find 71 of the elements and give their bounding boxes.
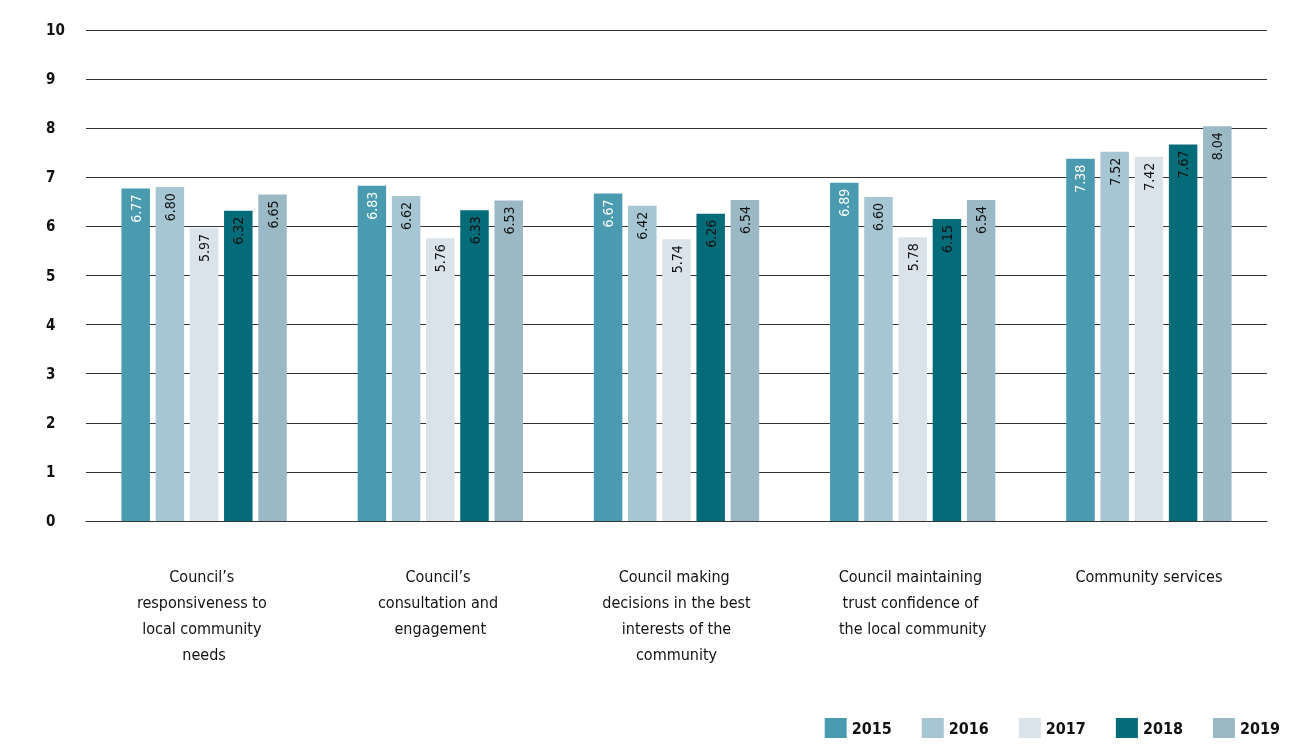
- y-tick-label: 0: [46, 512, 56, 530]
- data-label: 6.33: [466, 216, 483, 245]
- legend-label: 2015: [851, 718, 892, 738]
- bar: [1134, 156, 1164, 521]
- data-label: 6.65: [264, 200, 281, 229]
- data-label: 6.67: [600, 199, 617, 228]
- bar: [391, 195, 421, 521]
- y-tick-label: 3: [46, 364, 56, 383]
- bar: [494, 200, 523, 521]
- data-label: 7.42: [1140, 162, 1157, 191]
- data-label: 7.52: [1106, 157, 1123, 186]
- bar: [155, 187, 185, 521]
- x-tick-label: Community services: [1075, 566, 1223, 586]
- data-label: 6.62: [398, 201, 415, 230]
- bar: [1168, 144, 1198, 521]
- data-label: 6.80: [161, 193, 178, 222]
- data-label: 6.77: [127, 194, 144, 223]
- bar: [898, 237, 927, 521]
- bar: [593, 193, 623, 521]
- data-label: 6.53: [500, 206, 517, 235]
- legend-label: 2016: [948, 718, 989, 738]
- bar: [966, 199, 996, 521]
- y-tick-label: 9: [46, 70, 56, 89]
- y-tick-label: 7: [46, 168, 56, 187]
- data-label: 6.89: [836, 188, 853, 217]
- bar: [932, 219, 962, 521]
- x-tick-label: Council maintaining trust confidence of the local community: [838, 566, 987, 638]
- bar: [426, 238, 455, 521]
- x-tick-label: Council’s consultation and engagement: [377, 566, 503, 638]
- bar: [224, 210, 253, 521]
- y-tick-label: 4: [46, 315, 56, 334]
- bar: [730, 199, 760, 521]
- data-label: 8.04: [1209, 132, 1226, 161]
- data-label: 6.42: [634, 211, 651, 240]
- data-label: 6.54: [736, 205, 753, 234]
- y-tick-label: 5: [46, 266, 56, 285]
- bar: [460, 210, 489, 521]
- data-label: 6.54: [973, 205, 990, 234]
- data-label: 6.32: [230, 216, 247, 245]
- y-tick-label: 8: [46, 119, 56, 138]
- bar: [1100, 151, 1129, 521]
- data-label: 7.67: [1175, 150, 1192, 179]
- bar: [628, 205, 657, 521]
- legend-label: 2018: [1142, 718, 1183, 738]
- x-tick-label: Council’s responsiveness to local community needs: [136, 566, 272, 664]
- data-label: 5.97: [196, 233, 213, 262]
- data-label: 5.78: [904, 243, 921, 272]
- bar: [830, 182, 859, 521]
- bar: [357, 185, 387, 521]
- y-tick-label: 6: [46, 217, 56, 236]
- legend-label: 2017: [1045, 718, 1086, 738]
- data-label: 6.60: [870, 202, 887, 231]
- bar: [1066, 158, 1095, 521]
- bar: [662, 239, 691, 521]
- data-label: 5.76: [432, 244, 449, 273]
- data-label: 6.83: [363, 191, 380, 220]
- bar: [696, 213, 725, 521]
- bar: [121, 188, 150, 521]
- bar: [189, 227, 219, 521]
- data-label: 6.15: [938, 225, 955, 254]
- bar: [864, 196, 893, 521]
- data-label: 5.74: [668, 245, 685, 274]
- x-tick-label: Council making decisions in the best interests of the community: [602, 566, 752, 664]
- data-label: 6.26: [702, 219, 719, 248]
- y-tick-label: 2: [46, 413, 56, 432]
- bar: [258, 194, 287, 521]
- data-label: 7.38: [1072, 164, 1089, 193]
- legend-label: 2019: [1239, 718, 1280, 738]
- y-tick-label: 1: [46, 462, 56, 481]
- bar: [1203, 126, 1232, 521]
- y-tick-label: 10: [46, 21, 65, 39]
